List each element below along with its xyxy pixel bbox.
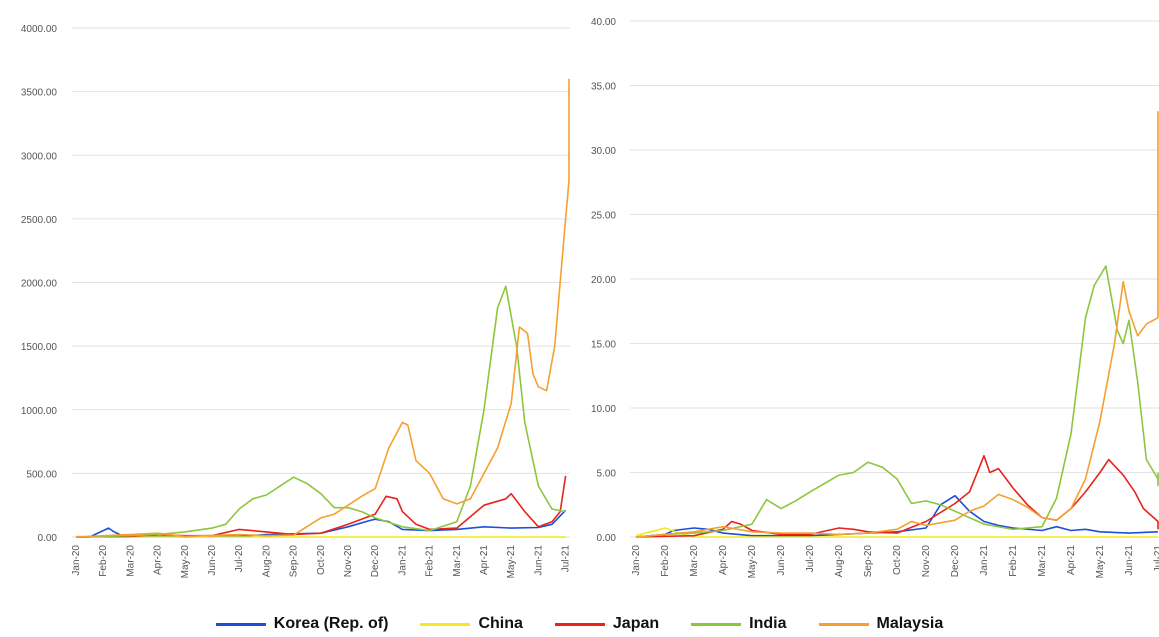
right-y-tick-label: 10.00 (591, 404, 616, 415)
right-x-tick-label: Jul-20 (805, 545, 816, 573)
right-y-tick-label: 30.00 (591, 146, 616, 157)
legend-label-korea: Korea (Rep. of) (273, 615, 389, 632)
right-y-tick-label: 0.00 (597, 533, 617, 544)
legend-label-india: India (749, 615, 787, 632)
left-x-tick-label: Jan-20 (71, 545, 82, 576)
left-x-tick-label: Apr-21 (479, 545, 490, 575)
left-y-tick-label: 4000.00 (21, 24, 58, 35)
right-series-japan (635, 454, 1159, 538)
right-series-malaysia (635, 111, 1159, 538)
right-y-tick-label: 15.00 (591, 340, 616, 351)
left-y-tick-label: 3000.00 (21, 151, 58, 162)
right-y-tick-label: 5.00 (597, 469, 617, 480)
left-x-tick-label: Jun-21 (533, 545, 544, 576)
right-x-tick-label: Aug-20 (834, 545, 845, 578)
left-x-tick-label: Apr-20 (153, 545, 164, 575)
right-series-china (635, 527, 1158, 538)
left-series-india (75, 285, 566, 538)
left-series-malaysia (75, 78, 570, 538)
left-x-tick-label: Mar-21 (452, 545, 463, 577)
left-series-china (75, 535, 566, 538)
legend-swatch-korea (215, 622, 266, 626)
legend-swatch-japan (554, 622, 605, 626)
right-x-tick-label: Nov-20 (921, 545, 932, 578)
legend-item-malaysia: Malaysia (818, 615, 944, 633)
left-x-tick-label: Jun-20 (207, 545, 218, 576)
right-x-tick-label: Oct-20 (892, 545, 903, 575)
right-x-tick-label: May-20 (747, 545, 758, 579)
legend-item-china: China (420, 615, 523, 633)
left-x-tick-label: Feb-21 (425, 545, 436, 577)
left-x-tick-label: May-20 (180, 545, 191, 579)
left-y-tick-label: 2000.00 (21, 279, 58, 290)
right-y-tick-label: 40.00 (591, 17, 616, 28)
right-x-tick-label: Jan-20 (631, 545, 642, 576)
left-x-tick-label: Nov-20 (343, 545, 354, 578)
legend-item-korea: Korea (Rep. of) (215, 615, 389, 633)
right-x-tick-label: Mar-21 (1037, 545, 1048, 577)
left-x-tick-label: Mar-20 (125, 545, 136, 577)
right-line-chart: 0.00 5.00 10.00 15.00 20.00 25.00 30.00 35.00 40… (591, 17, 1159, 578)
legend-label-japan: Japan (612, 615, 660, 632)
chart-legend: Korea (Rep. of) China Japan India Malays… (0, 612, 1159, 636)
right-y-tick-label: 25.00 (591, 211, 616, 222)
left-y-tick-label: 1500.00 (21, 342, 58, 353)
legend-label-malaysia: Malaysia (876, 615, 944, 632)
left-x-tick-label: Oct-20 (316, 545, 327, 575)
left-y-tick-label: 500.00 (26, 469, 57, 480)
legend-item-japan: Japan (554, 615, 660, 633)
left-x-tick-label: Jul-20 (234, 545, 245, 573)
left-x-tick-label: Aug-20 (261, 545, 272, 578)
legend-swatch-china (420, 622, 471, 626)
right-x-tick-label: Dec-20 (950, 545, 961, 578)
left-y-tick-label: 3500.00 (21, 88, 58, 99)
left-x-tick-label: May-21 (506, 545, 517, 579)
legend-swatch-malaysia (818, 622, 869, 626)
left-line-chart: 0.00 500.00 1000.00 1500.00 2000.00 2500.00 30… (21, 24, 572, 578)
right-y-tick-label: 20.00 (591, 275, 616, 286)
right-x-tick-label: Apr-20 (718, 545, 729, 575)
right-x-tick-label: Sep-20 (863, 545, 874, 578)
left-x-tick-label: Feb-20 (98, 545, 109, 577)
legend-swatch-india (691, 622, 742, 626)
right-x-tick-label: Feb-21 (1008, 545, 1019, 577)
right-x-tick-label: Jul-21 (1153, 545, 1159, 573)
right-series-india (635, 265, 1159, 538)
right-x-tick-label: Feb-20 (660, 545, 671, 577)
left-x-tick-label: Jul-21 (561, 545, 572, 573)
left-y-tick-label: 0.00 (38, 533, 58, 544)
right-x-tick-label: Jun-21 (1124, 545, 1135, 576)
left-y-tick-label: 1000.00 (21, 406, 58, 417)
right-x-tick-label: Jun-20 (776, 545, 787, 576)
left-x-tick-label: Sep-20 (289, 545, 300, 578)
right-x-tick-label: May-21 (1095, 545, 1106, 579)
right-x-tick-label: Jan-21 (979, 545, 990, 576)
left-x-tick-label: Jan-21 (397, 545, 408, 576)
right-x-tick-label: Apr-21 (1066, 545, 1077, 575)
left-x-tick-label: Dec-20 (370, 545, 381, 578)
legend-item-india: India (691, 615, 787, 633)
left-y-tick-label: 2500.00 (21, 215, 58, 226)
right-x-tick-label: Mar-20 (689, 545, 700, 577)
right-y-tick-label: 35.00 (591, 82, 616, 93)
legend-label-china: China (478, 615, 523, 632)
